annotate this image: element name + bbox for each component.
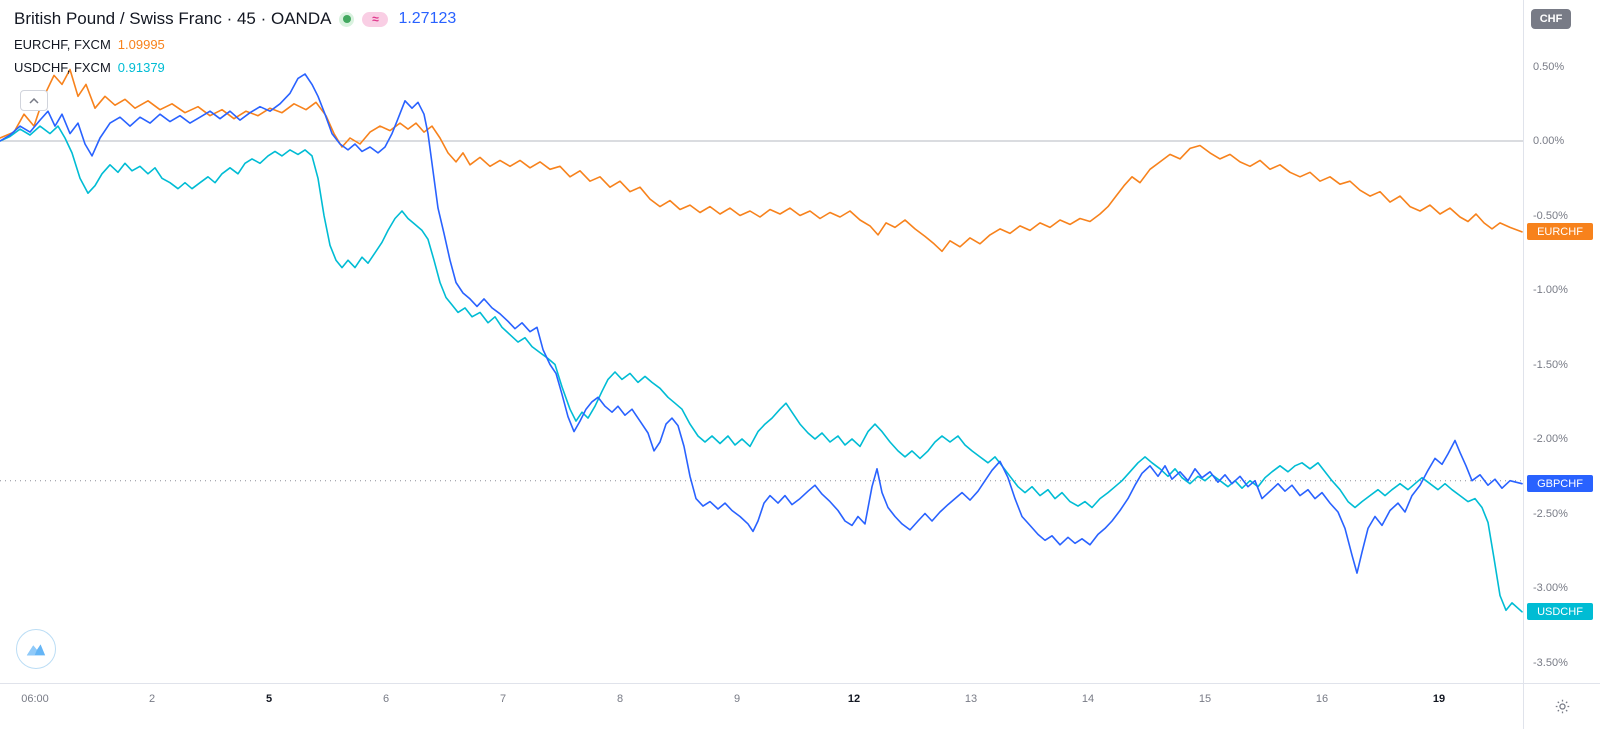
time-tick-label: 12 [847, 693, 861, 705]
time-tick-label: 14 [1081, 693, 1095, 705]
price-badge-usdchf: USDCHF [1527, 603, 1593, 621]
series-line-usdchf[interactable] [0, 125, 1523, 613]
price-tick-label: -1.50% [1533, 358, 1568, 371]
chart-canvas[interactable] [0, 0, 1523, 683]
time-tick-label: 8 [616, 693, 624, 705]
time-tick-label: 19 [1432, 693, 1446, 705]
price-tick-label: 0.50% [1533, 60, 1565, 73]
time-tick-label: 6 [382, 693, 390, 705]
delayed-data-icon[interactable]: ≈ [362, 11, 389, 27]
compare-series-label[interactable]: EURCHF, FXCM [14, 37, 111, 52]
legend-row-usdchf: USDCHF, FXCM 0.91379 [14, 60, 456, 75]
last-price-value: 1.27123 [398, 10, 457, 27]
time-tick-label: 06:00 [21, 693, 49, 705]
series-line-eurchf[interactable] [0, 68, 1523, 253]
main-series-legend-row: British Pound / Swiss Franc · 45 · OANDA… [14, 9, 456, 29]
price-tick-label: -3.00% [1533, 582, 1568, 594]
time-tick-label: 13 [964, 693, 978, 705]
compare-series-label[interactable]: USDCHF, FXCM [14, 60, 111, 75]
gear-icon [1555, 699, 1569, 714]
collapse-legend-button[interactable] [20, 90, 48, 111]
chart-type-logo-button[interactable] [16, 629, 56, 669]
price-tick-label: -2.50% [1533, 507, 1568, 520]
price-tick-label: -0.50% [1533, 209, 1568, 222]
compare-series-value: 1.09995 [117, 37, 165, 52]
price-tick-label: 0.00% [1533, 135, 1565, 147]
price-tick-label: -2.00% [1533, 433, 1568, 445]
time-tick-label: 9 [733, 693, 741, 705]
price-badge-eurchf: EURCHF [1527, 223, 1593, 241]
time-tick-label: 2 [148, 693, 156, 705]
chart-settings-button[interactable] [1549, 693, 1576, 720]
market-status-icon[interactable] [339, 11, 355, 27]
time-tick-label: 5 [265, 693, 273, 705]
chevron-up-icon [29, 97, 39, 104]
chart-legend: British Pound / Swiss Franc · 45 · OANDA… [14, 9, 456, 75]
price-tick-label: -1.00% [1533, 284, 1568, 296]
time-tick-label: 15 [1198, 693, 1212, 705]
price-axis[interactable]: CHF 0.50% 0.00% -0.50% -1.00% -1.50% -2.00% -2… [1523, 0, 1600, 683]
compare-series-value: 0.91379 [117, 60, 165, 75]
time-tick-label: 7 [499, 693, 507, 705]
price-badge-gbpchf: GBPCHF [1527, 475, 1593, 493]
axis-corner [1523, 683, 1600, 729]
time-tick-label: 16 [1315, 693, 1329, 705]
legend-row-eurchf: EURCHF, FXCM 1.09995 [14, 37, 456, 52]
currency-toggle-button[interactable]: CHF [1531, 9, 1571, 29]
price-tick-label: -3.50% [1533, 656, 1568, 669]
chart-pane[interactable]: British Pound / Swiss Franc · 45 · OANDA… [0, 0, 1523, 683]
symbol-title[interactable]: British Pound / Swiss Franc · 45 · OANDA [14, 9, 332, 28]
time-axis[interactable]: 06:00 2 5 6 7 8 9 12 13 14 15 16 19 [0, 683, 1523, 729]
area-chart-icon [26, 644, 46, 656]
series-line-gbpchf[interactable] [0, 73, 1523, 574]
